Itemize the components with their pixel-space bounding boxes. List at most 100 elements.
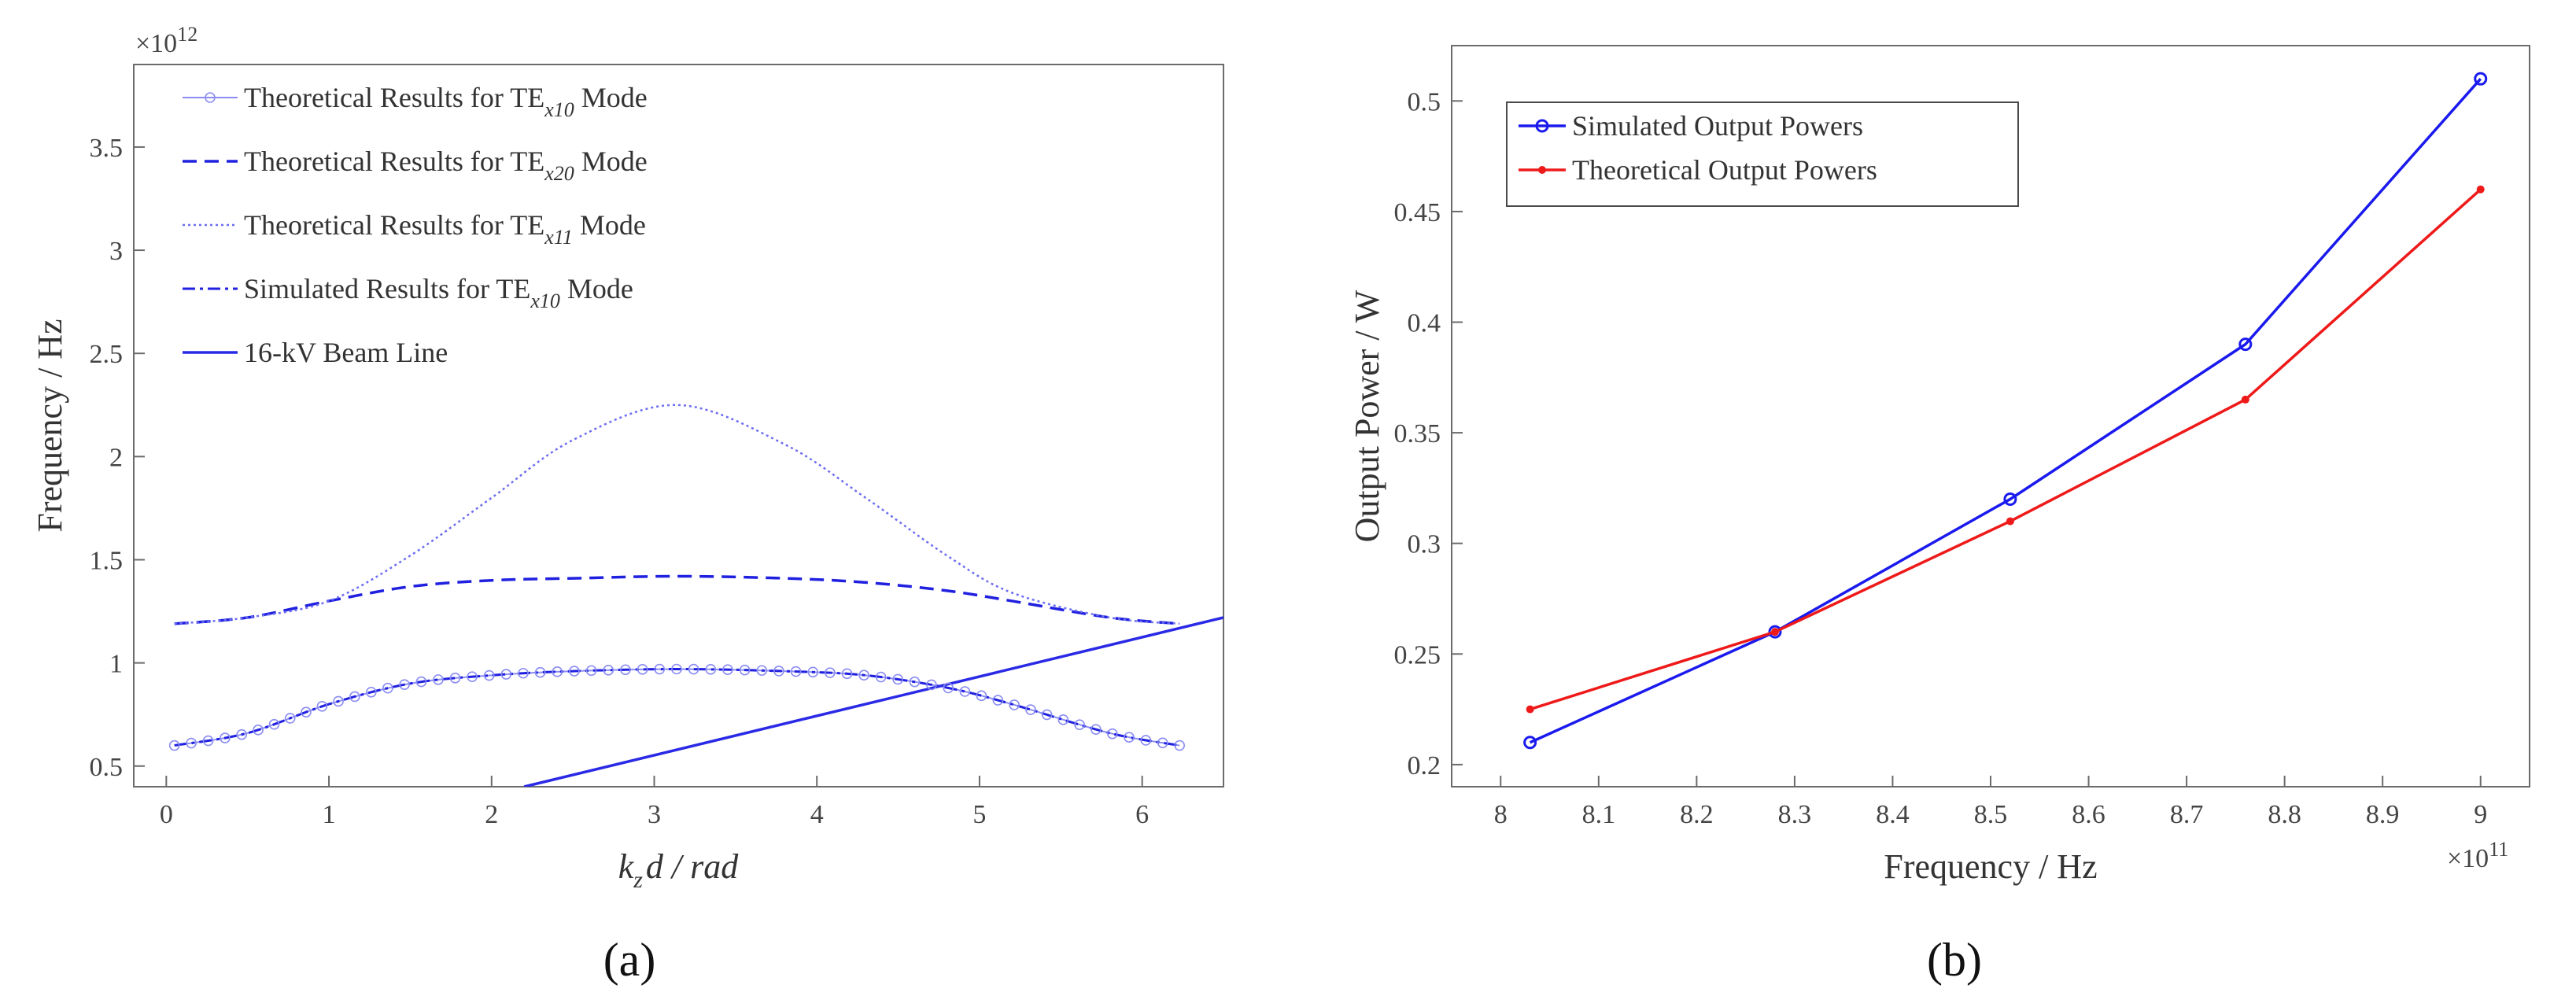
panel-a-series-line-1 <box>174 668 1180 747</box>
panel-a-series-1-marker <box>236 729 248 740</box>
panel-a-series-1-marker <box>722 664 733 676</box>
panel-a-series-1-marker <box>637 664 648 675</box>
panel-a-series-1-marker <box>1057 714 1069 725</box>
panel-a-series-1-marker <box>220 732 231 743</box>
panel-a-series-1-marker <box>654 663 666 675</box>
panel-a-series-1-marker <box>671 663 682 675</box>
panel-a-series-1-marker <box>268 718 280 730</box>
panel-a-plot-frame <box>133 64 1224 788</box>
y-tick-label: 3 <box>109 237 123 266</box>
panel-a-series-1-marker <box>603 664 614 676</box>
panel-a-series-1-marker <box>483 669 495 681</box>
panel-a-series-1-marker <box>1157 737 1168 749</box>
legend-label-a-1: Theoretical Results for TEx10 Mode <box>244 82 648 121</box>
panel-b-point-1 <box>2003 492 2017 506</box>
panel-b-ticks: 8 8.1 8.2 8.3 8.4 8.5 8.6 8.7 8.8 8.9 9 0.2 0.25 0.3 0… <box>1394 87 2488 829</box>
panel-b-x-multiplier: ×1011 <box>2447 838 2508 873</box>
legend-label-b-1: Simulated Output Powers <box>1572 110 1863 142</box>
panel-b-point-2 <box>1526 705 1534 714</box>
panel-b-legend: Simulated Output Powers Theoretical Outpu… <box>1506 101 2019 207</box>
panel-a-series-1-marker <box>253 725 264 736</box>
panel-a-series-1-marker <box>620 664 631 676</box>
panel-a-series-1-marker <box>807 666 819 678</box>
panel-a-series-1-marker <box>1124 732 1135 743</box>
panel-a-series-1-marker <box>959 686 971 697</box>
x-tick-label: 8.4 <box>1876 800 1910 829</box>
panel-a-series-1-marker <box>909 676 921 688</box>
y-tick-label: 0.2 <box>1408 751 1441 780</box>
panel-a-series-1-marker <box>1074 719 1085 730</box>
x-tick-label: 8.6 <box>2072 800 2105 829</box>
panel-a-series-1-marker <box>688 663 699 675</box>
panel-a-series-1-marker <box>433 674 444 685</box>
y-tick-label: 0.3 <box>1408 530 1441 559</box>
x-tick-label: 8.1 <box>1582 800 1616 829</box>
panel-b-point-2 <box>1771 628 1779 636</box>
panel-b-legend-box <box>1506 101 2019 207</box>
legend-label-a-3: Theoretical Results for TEx11 Mode <box>244 209 646 249</box>
panel-a-series-1-marker <box>875 671 887 683</box>
panel-a-series-1-marker <box>892 673 903 685</box>
panel-b-x-axis-label: Frequency / Hz <box>1884 847 2097 886</box>
y-tick-label: 3.5 <box>90 134 124 163</box>
y-tick-label: 0.5 <box>1408 87 1441 116</box>
panel-b-series-layer <box>1523 72 2488 750</box>
y-tick-label: 2.5 <box>90 340 124 369</box>
y-tick-label: 0.5 <box>90 753 124 782</box>
y-tick-label: 0.4 <box>1408 308 1441 338</box>
panel-b-point-1 <box>2238 338 2253 352</box>
panel-a-series-line-2 <box>174 574 1180 625</box>
panel-a-series-1-marker <box>168 740 180 751</box>
x-tick-label: 8.3 <box>1778 800 1812 829</box>
panel-a-series-1-marker <box>399 679 410 691</box>
x-tick-label: 3 <box>648 800 661 829</box>
panel-a-series-1-marker <box>518 667 529 679</box>
panel-a-series-line-3 <box>174 404 1180 625</box>
legend-marker-b-1 <box>1535 119 1549 133</box>
panel-b-point-1 <box>1523 736 1537 750</box>
y-tick-label: 1.5 <box>90 546 124 575</box>
x-tick-label: 9 <box>2474 800 2487 829</box>
x-tick-label: 8.9 <box>2366 800 2400 829</box>
panel-a-ticks: 0 1 2 3 4 5 6 0.5 1 1.5 2 2.5 3 3.5 <box>90 134 1150 829</box>
x-tick-label: 5 <box>972 800 986 829</box>
panel-a-series-1-marker <box>569 666 580 677</box>
panel-a-series-1-marker <box>790 666 802 677</box>
panel-a-series-1-marker <box>500 669 512 680</box>
panel-a-series-1-marker <box>449 673 461 684</box>
panel-a-series-1-marker <box>705 664 717 675</box>
panel-a-series-1-marker <box>1009 699 1020 710</box>
panel-a-series-1-marker <box>976 690 987 702</box>
panel-b-point-2 <box>2006 517 2014 526</box>
panel-a-series-line-5 <box>523 616 1223 787</box>
panel-a-series-1-marker <box>825 667 836 678</box>
panel-a-series-1-marker <box>1025 704 1036 715</box>
legend-label-a-2: Theoretical Results for TEx20 Mode <box>244 146 648 185</box>
panel-a-series-1-marker <box>585 665 597 677</box>
panel-a-series-1-marker <box>366 686 377 698</box>
panel-a-y-axis-label: Frequency / Hz <box>31 319 69 532</box>
x-tick-label: 2 <box>485 800 498 829</box>
y-tick-label: 0.45 <box>1394 198 1441 227</box>
panel-a-series-1-marker <box>773 666 784 677</box>
x-tick-label: 8.8 <box>2268 800 2301 829</box>
panel-a-y-multiplier: ×1012 <box>135 23 197 58</box>
panel-a-series-1-marker <box>1091 724 1102 735</box>
panel-a-label: (a) <box>603 934 656 986</box>
panel-a-series-1-marker <box>552 666 563 677</box>
panel-a-series-1-marker <box>943 682 954 694</box>
panel-a-series-1-marker <box>756 665 768 677</box>
x-tick-label: 4 <box>810 800 824 829</box>
legend-label-b-2: Theoretical Output Powers <box>1572 154 1877 186</box>
legend-label-a-5: 16-kV Beam Line <box>244 337 448 368</box>
panel-b-point-2 <box>2241 395 2249 404</box>
x-tick-label: 8.2 <box>1680 800 1714 829</box>
x-tick-label: 1 <box>323 800 336 829</box>
y-tick-label: 0.25 <box>1394 640 1441 669</box>
panel-b-point-1 <box>2474 72 2488 86</box>
panel-a-series-1-marker <box>467 671 478 682</box>
panel-a-series-1-marker <box>333 695 344 707</box>
panel-b-series-line-2 <box>1530 188 2482 711</box>
panel-a-series-1-marker <box>186 737 197 749</box>
